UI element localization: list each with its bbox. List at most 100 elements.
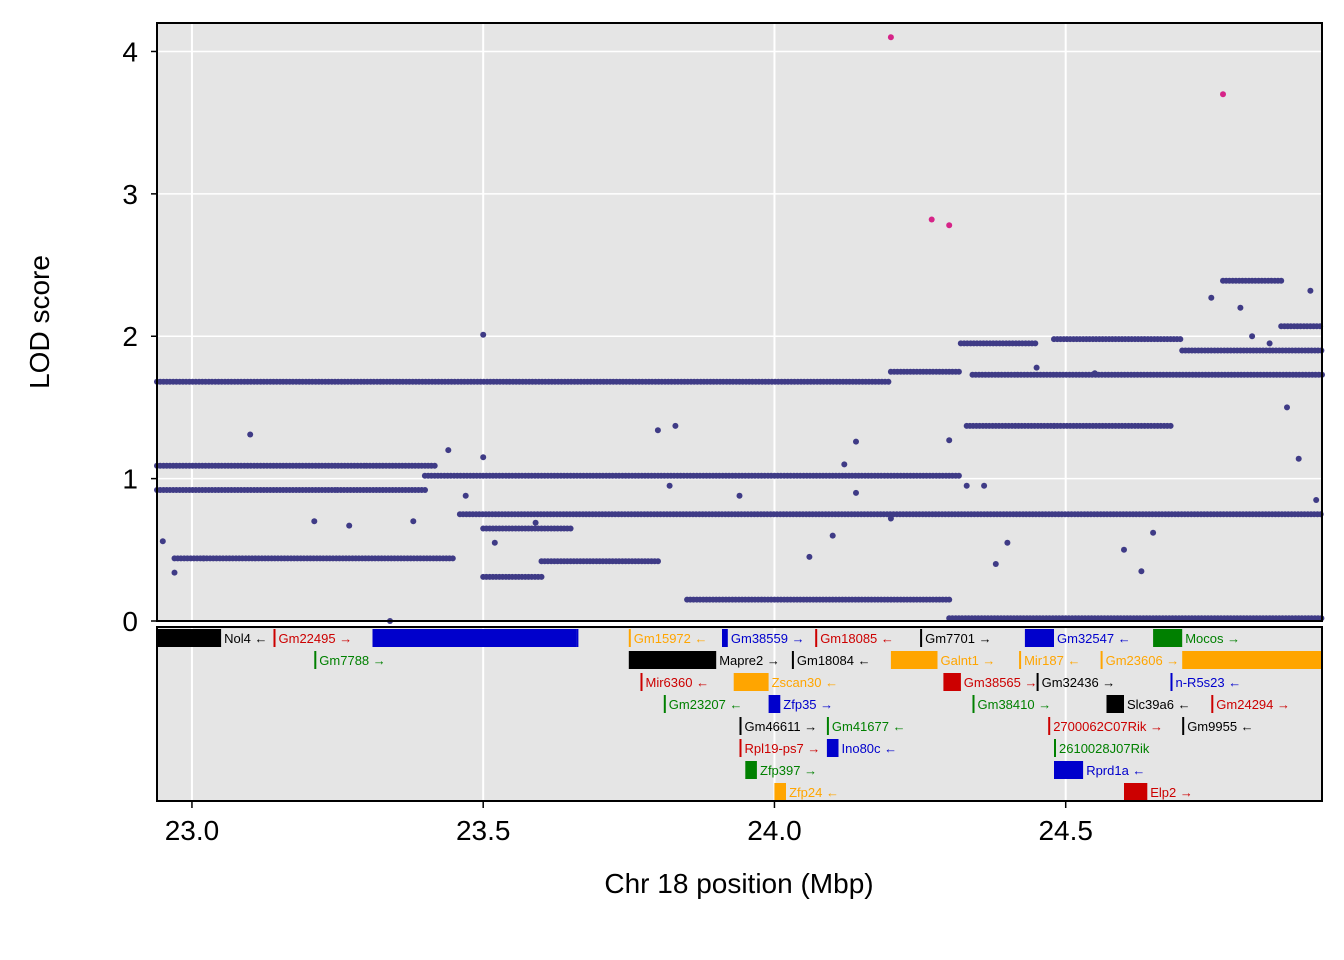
gene-box (157, 629, 222, 647)
gene-box (1100, 651, 1103, 669)
gene-box (972, 695, 975, 713)
gene-box (733, 673, 769, 691)
gene-label: Rpl19-ps7 → (745, 741, 821, 756)
gene-box (745, 761, 757, 779)
gene-box (1054, 739, 1056, 757)
x-axis-title: Chr 18 position (Mbp) (604, 868, 873, 899)
lod-peak-point (946, 222, 953, 229)
lod-point (200, 555, 207, 562)
gene-label: Zscan30 ← (772, 675, 838, 690)
lod-points (154, 34, 1325, 624)
lod-point (981, 482, 988, 489)
lod-point (1177, 336, 1184, 343)
lod-point (654, 427, 661, 434)
y-tick-label: 3 (122, 179, 138, 210)
y-axis-title: LOD score (24, 255, 55, 389)
gene-label: Gm18085 ← (820, 631, 894, 646)
gene-box (273, 629, 276, 647)
y-tick-label: 0 (122, 606, 138, 637)
y-tick-label: 4 (122, 36, 138, 67)
plot-panel-frame (156, 22, 1323, 622)
y-tick-label: 1 (122, 464, 138, 495)
gene-box (1019, 651, 1022, 669)
gene-box (826, 739, 839, 757)
lod-point (449, 555, 456, 562)
gene-box (1048, 717, 1051, 735)
lod-point (1208, 294, 1215, 301)
lod-point (806, 553, 813, 560)
lod-point (736, 492, 743, 499)
lod-point (992, 561, 999, 567)
gene-label: Gm41677 ← (832, 719, 906, 734)
gene-label: Gm7701 → (925, 631, 991, 646)
lod-point (422, 487, 428, 493)
lod-point (1266, 340, 1273, 347)
gene-label: Gm24294 → (1216, 697, 1290, 712)
gene-label: Gm32547 ← (1057, 631, 1131, 646)
gene-box (739, 717, 742, 735)
lod-point (567, 525, 574, 532)
lod-point (480, 454, 487, 461)
lod-point (445, 447, 452, 454)
gene-label: Galnt1 → (941, 653, 996, 668)
lod-point (1033, 364, 1040, 371)
gene-label: 2700062C07Rik → (1053, 719, 1163, 734)
gene-box (815, 629, 818, 647)
lod-point (311, 518, 318, 525)
lod-point (480, 331, 487, 338)
gene-label: Gm23606 → (1106, 653, 1180, 668)
gene-box (663, 695, 666, 713)
lod-point (171, 569, 178, 576)
lod-point (853, 489, 859, 496)
gene-box (628, 651, 717, 669)
gene-label: Zfp397 → (760, 763, 817, 778)
lod-point (946, 437, 953, 444)
gene-box (739, 739, 742, 757)
lod-point (1138, 568, 1145, 575)
gene-box (768, 695, 781, 713)
lod-point (1121, 546, 1127, 553)
x-axis-ticks: 23.0 23.5 24.0 24.5 (165, 801, 1093, 846)
gene-box (1036, 673, 1039, 691)
gene-label: Dtna → (529, 631, 573, 646)
lod-point (853, 438, 859, 445)
lod-point (462, 492, 469, 499)
gene-label: n-R5s23 ← (1176, 675, 1242, 690)
lod-point (410, 518, 417, 525)
lod-point (1091, 370, 1098, 377)
y-tick-label: 2 (122, 321, 138, 352)
gene-box (774, 783, 786, 801)
gene-box (826, 717, 829, 735)
lod-peak-point (1220, 91, 1226, 98)
gene-label: Gm38410 → (978, 697, 1052, 712)
lod-point (1032, 340, 1039, 347)
gene-label: Mocos → (1185, 631, 1240, 646)
lod-point (885, 378, 892, 385)
gene-box (628, 629, 631, 647)
gene-label: Gm18084 ← (797, 653, 871, 668)
gene-box (1054, 761, 1084, 779)
lod-point (655, 558, 661, 565)
gene-track: Nol4 ← Gm22495 → Dtna → Gm15972 ← Gm38559 → G… (157, 629, 1322, 801)
gene-label: Mir187 ← (1024, 653, 1080, 668)
lod-point (1284, 404, 1290, 411)
gene-box (1153, 629, 1183, 647)
gene-box (791, 651, 794, 669)
lod-point (491, 539, 498, 546)
lod-point (841, 461, 848, 468)
lod-point (1249, 333, 1256, 340)
lod-point (1237, 304, 1244, 311)
gene-label: Elp2 → (1150, 785, 1193, 800)
x-tick-label: 23.5 (456, 815, 511, 846)
gene-label: Mapre2 → (719, 653, 780, 668)
lod-point (1278, 277, 1285, 284)
gene-box (722, 629, 728, 647)
gene-label: 2610028J07Rik (1059, 741, 1150, 756)
x-tick-label: 24.5 (1038, 815, 1093, 846)
gene-box (943, 673, 961, 691)
lod-peak-point (887, 34, 894, 41)
lod-peak-point (928, 216, 935, 223)
gene-label: Nol4 ← (224, 631, 267, 646)
gene-label: Zfp24 ← (789, 785, 839, 800)
